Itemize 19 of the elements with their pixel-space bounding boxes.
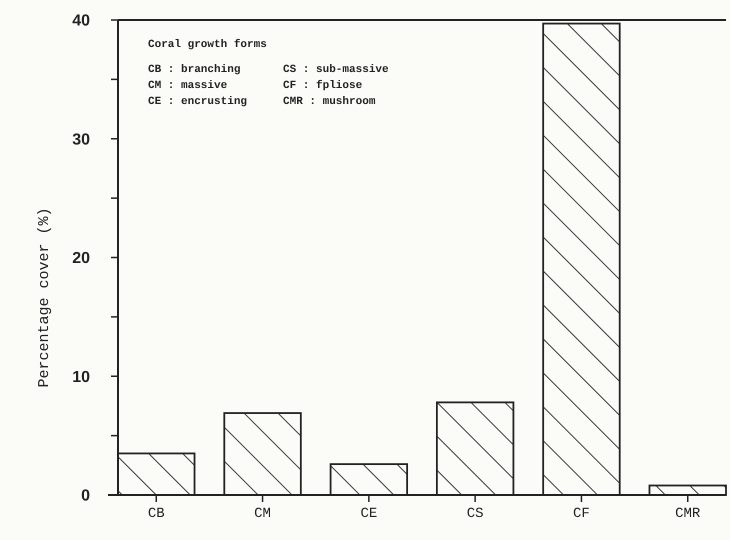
y-tick-label: 20	[72, 250, 90, 268]
x-tick-label: CE	[360, 506, 378, 522]
annotation: CE : encrusting	[148, 96, 248, 108]
annotation: Coral growth forms	[148, 38, 267, 51]
y-axis-title: Percentage cover (%)	[36, 207, 53, 388]
annotation: CM : massive	[148, 80, 228, 92]
x-tick-label: CMR	[675, 506, 701, 522]
y-tick-label: 40	[72, 12, 90, 30]
x-tick-label: CS	[466, 506, 484, 522]
annotation: CMR : mushroom	[283, 96, 376, 108]
annotation: CF : fpliose	[283, 79, 363, 92]
y-tick-label: 10	[72, 368, 90, 386]
y-tick-label: 0	[81, 488, 90, 505]
x-tick-label: CM	[254, 506, 271, 522]
annotation: CB : branching	[148, 64, 240, 76]
x-tick-label: CB	[148, 506, 165, 522]
x-tick-label: CF	[573, 506, 590, 522]
annotation: CS : sub-massive	[283, 64, 390, 76]
y-tick-label: 30	[72, 131, 90, 148]
